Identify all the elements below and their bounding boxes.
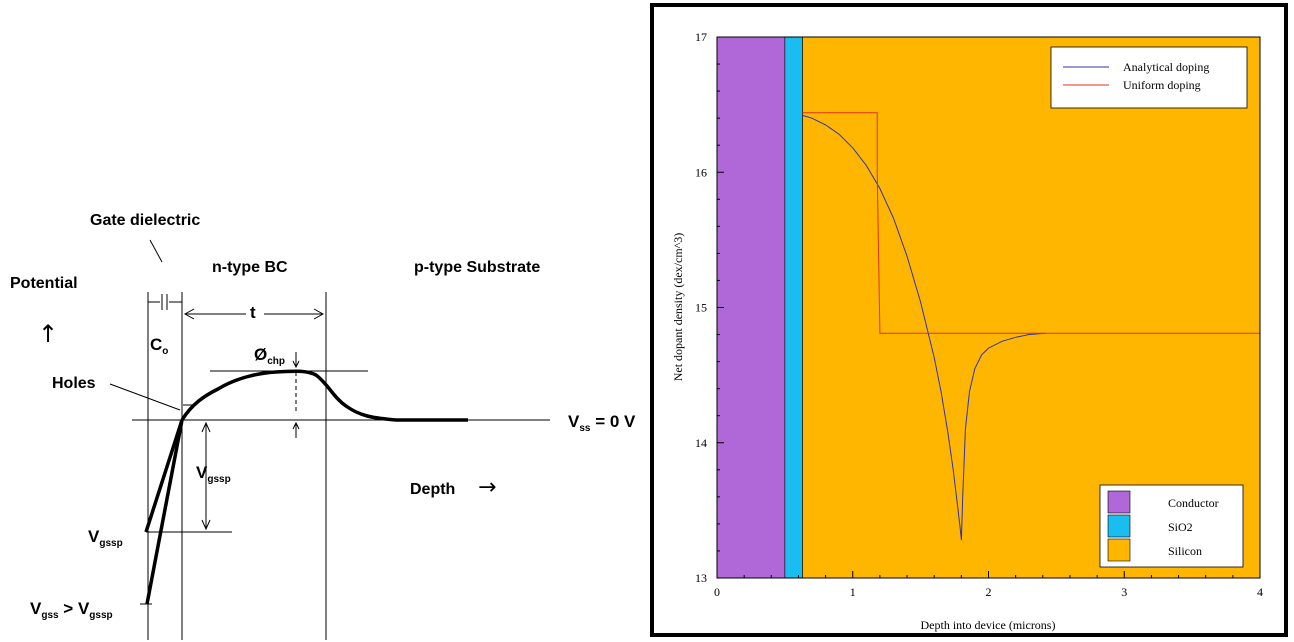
region-legend-swatch-sio2 bbox=[1107, 514, 1131, 538]
x-tick-label: 1 bbox=[850, 585, 856, 599]
vgss-slope bbox=[145, 419, 184, 605]
n-type-bc-label: n-type BC bbox=[212, 259, 288, 276]
vss-label: Vss = 0 V bbox=[568, 412, 636, 434]
potential-band-diagram: Gate dielectric Potential ↑ n-type BC p-… bbox=[10, 212, 636, 640]
series-legend: Analytical doping Uniform doping bbox=[1050, 46, 1248, 109]
gate-dielectric-label: Gate dielectric bbox=[90, 212, 200, 229]
co-label: Co bbox=[150, 335, 168, 357]
x-tick-label: 2 bbox=[986, 585, 992, 599]
potential-curve bbox=[180, 369, 468, 422]
regions-legend: Conductor SiO2 Silicon bbox=[1099, 484, 1244, 568]
depth-arrow-icon: → bbox=[478, 475, 496, 500]
region-legend-label-sio2: SiO2 bbox=[1168, 520, 1193, 534]
series-legend-box bbox=[1050, 46, 1248, 109]
x-axis-label: Depth into device (microns) bbox=[921, 618, 1056, 632]
doping-plot-frame: 0 1 2 3 4 13 14 15 16 17 Depth into device (micro… bbox=[650, 3, 1288, 637]
vgssp-left-label: Vgssp bbox=[88, 527, 123, 549]
x-tick-label: 0 bbox=[714, 585, 720, 599]
series-line-analytical-doping bbox=[802, 114, 1046, 541]
x-tick-label: 4 bbox=[1257, 585, 1263, 599]
legend-label-analytical-doping: Analytical doping bbox=[1123, 60, 1209, 74]
region-conductor bbox=[716, 36, 786, 579]
t-arrow-left-head bbox=[183, 308, 195, 320]
phi-chp-label: Øchp bbox=[254, 345, 285, 367]
vgssp-dimension-top-head bbox=[201, 421, 211, 433]
y-axis-label: Net dopant density (dex/cm^3) bbox=[671, 233, 685, 382]
potential-arrow-icon: ↑ bbox=[38, 320, 58, 348]
depth-label: Depth bbox=[410, 481, 455, 498]
legend-label-uniform-doping: Uniform doping bbox=[1123, 78, 1201, 92]
phi-bottom-arrow-head bbox=[292, 421, 300, 430]
gate-dielectric-pointer bbox=[149, 239, 163, 263]
holes-label: Holes bbox=[52, 375, 96, 392]
region-legend-label-silicon: Silicon bbox=[1168, 544, 1202, 558]
p-type-substrate-label: p-type Substrate bbox=[414, 259, 540, 276]
doping-chart: 0 1 2 3 4 13 14 15 16 17 Depth into device (micro… bbox=[671, 30, 1263, 632]
region-legend-swatch-silicon bbox=[1107, 538, 1131, 562]
y-tick-label: 13 bbox=[695, 571, 707, 585]
vgssp-slope bbox=[144, 419, 184, 533]
region-legend-label-conductor: Conductor bbox=[1168, 496, 1219, 510]
series-line-uniform-doping bbox=[802, 112, 1260, 334]
t-arrow-right-head bbox=[313, 308, 325, 320]
t-label: t bbox=[250, 303, 256, 322]
y-tick-label: 14 bbox=[695, 436, 707, 450]
vgssp-center-label: Vgssp bbox=[196, 463, 231, 485]
y-tick-label: 17 bbox=[695, 30, 707, 44]
phi-top-arrow-head bbox=[292, 360, 300, 369]
axis-ticks: 0 1 2 3 4 13 14 15 16 17 bbox=[695, 30, 1263, 599]
y-tick-label: 16 bbox=[695, 165, 707, 179]
region-sio2 bbox=[784, 36, 803, 579]
x-tick-label: 3 bbox=[1121, 585, 1127, 599]
vgssp-dimension-bottom-head bbox=[201, 519, 211, 531]
holes-pointer bbox=[109, 383, 181, 411]
y-tick-label: 15 bbox=[695, 301, 707, 315]
region-legend-swatch-conductor bbox=[1107, 490, 1131, 514]
t-label-bg bbox=[246, 300, 264, 322]
vgss-label: Vgss > Vgssp bbox=[30, 599, 113, 621]
doping-series bbox=[802, 112, 1260, 541]
potential-label: Potential bbox=[10, 275, 78, 292]
